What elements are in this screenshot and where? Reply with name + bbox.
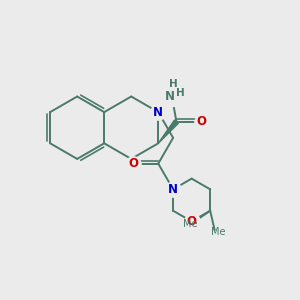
Text: N: N: [168, 183, 178, 196]
Text: H: H: [176, 88, 185, 98]
Text: Me: Me: [211, 227, 226, 237]
Text: O: O: [187, 215, 197, 228]
Text: Me: Me: [183, 219, 197, 230]
Text: O: O: [128, 157, 138, 170]
Text: N: N: [153, 106, 163, 118]
Text: H: H: [169, 79, 178, 89]
Text: O: O: [197, 115, 207, 128]
Polygon shape: [158, 120, 178, 143]
Text: N: N: [165, 90, 175, 103]
